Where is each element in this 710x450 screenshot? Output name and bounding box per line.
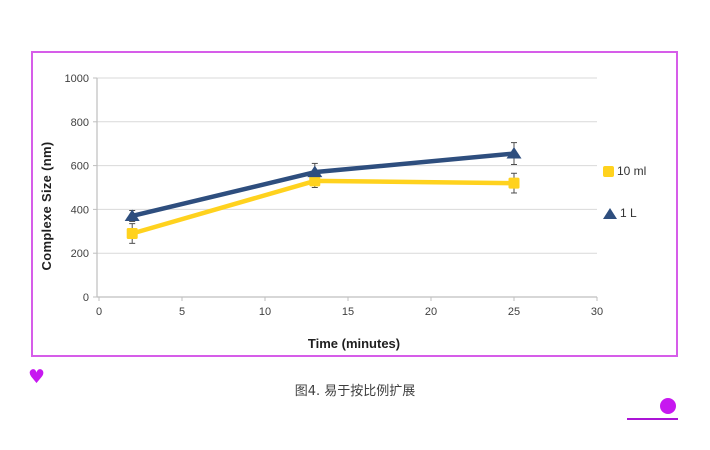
svg-text:30: 30 bbox=[591, 306, 603, 318]
figure-frame: 0 200 400 600 800 1000 0 5 10 15 20 25 30 Complexe S… bbox=[31, 51, 678, 357]
svg-text:200: 200 bbox=[71, 248, 89, 260]
svg-text:0: 0 bbox=[83, 292, 89, 304]
series-square-marker-icon bbox=[603, 165, 614, 177]
legend-label-1l: 1 L bbox=[620, 206, 637, 220]
svg-text:10: 10 bbox=[259, 306, 271, 318]
svg-text:0: 0 bbox=[96, 306, 102, 318]
legend-item-1l: 1 L bbox=[603, 205, 637, 221]
svg-text:15: 15 bbox=[342, 306, 354, 318]
series-triangle-marker-icon bbox=[603, 207, 617, 219]
figure-caption: 图4. 易于按比例扩展 bbox=[294, 384, 416, 399]
svg-text:400: 400 bbox=[71, 204, 89, 216]
svg-text:600: 600 bbox=[71, 161, 89, 173]
line-chart: 0 200 400 600 800 1000 0 5 10 15 20 25 30 bbox=[65, 73, 604, 318]
svg-text:25: 25 bbox=[508, 306, 520, 318]
svg-text:800: 800 bbox=[71, 117, 89, 129]
legend-item-10ml: 10 ml bbox=[603, 163, 646, 179]
svg-text:1000: 1000 bbox=[65, 73, 89, 85]
svg-text:5: 5 bbox=[179, 306, 185, 318]
circle-decor-icon bbox=[660, 398, 676, 414]
heart-icon: ♥ bbox=[28, 366, 46, 388]
decor-underline bbox=[627, 418, 678, 420]
legend-label-10ml: 10 ml bbox=[617, 164, 647, 178]
y-axis-title: Complexe Size (nm) bbox=[39, 141, 54, 271]
x-axis-title: Time (minutes) bbox=[307, 336, 401, 351]
svg-text:20: 20 bbox=[425, 306, 437, 318]
